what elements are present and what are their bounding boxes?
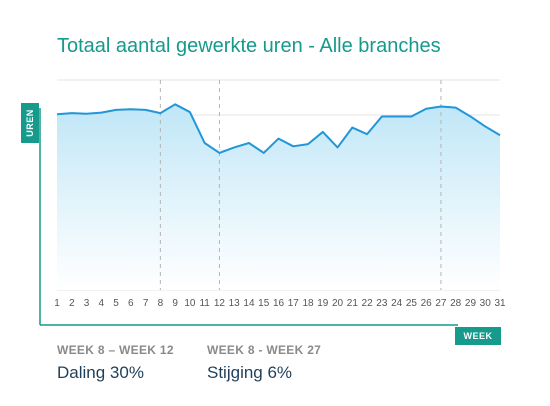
x-tick-label: 18 <box>302 298 314 309</box>
x-tick-label: 17 <box>288 298 300 309</box>
y-axis-label: UREN <box>21 103 39 143</box>
x-tick-label: 13 <box>229 298 241 309</box>
x-tick-label: 22 <box>362 298 374 309</box>
x-tick-label: 4 <box>99 298 105 309</box>
x-tick-label: 26 <box>421 298 433 309</box>
x-tick-label: 12 <box>214 298 226 309</box>
x-tick-label: 29 <box>465 298 477 309</box>
x-tick-label: 16 <box>273 298 285 309</box>
x-tick-label: 7 <box>143 298 149 309</box>
area-fill <box>57 104 500 290</box>
x-tick-label: 9 <box>172 298 178 309</box>
series-line <box>56 103 501 154</box>
x-tick-label: 11 <box>199 298 210 309</box>
x-axis-label: WEEK <box>455 327 501 345</box>
x-tick-label: 3 <box>84 298 90 309</box>
x-tick-label: 20 <box>332 298 344 309</box>
x-tick-label: 30 <box>480 298 492 309</box>
chart-title: Totaal aantal gewerkte uren - Alle branc… <box>57 35 441 57</box>
x-tick-label: 15 <box>258 298 270 309</box>
x-tick-label: 25 <box>406 298 418 309</box>
x-tick-label: 8 <box>158 298 164 309</box>
x-tick-labels: 1 2 3 4 5 6 7 8 9 10 11 12 13 14 15 16 17 18 19 20 21 22 23 24 2… <box>54 298 506 309</box>
annotation-decline-label: WEEK 8 – WEEK 12 <box>57 343 174 357</box>
x-tick-label: 6 <box>128 298 134 309</box>
x-tick-label: 19 <box>317 298 329 309</box>
annotation-increase-label: WEEK 8 - WEEK 27 <box>207 343 322 357</box>
x-axis-label-text: WEEK <box>463 331 493 341</box>
x-tick-label: 5 <box>113 298 119 309</box>
annotation-increase-value: Stijging 6% <box>207 363 293 382</box>
annotation-increase: WEEK 8 - WEEK 27 Stijging 6% <box>207 343 321 383</box>
x-tick-label: 1 <box>54 298 60 309</box>
x-tick-label: 10 <box>184 298 196 309</box>
reference-lines <box>159 80 442 290</box>
x-tick-label: 14 <box>243 298 255 309</box>
annotation-decline: WEEK 8 – WEEK 12 Daling 30% <box>57 343 174 383</box>
x-tick-label: 27 <box>435 298 447 309</box>
y-axis-label-text: UREN <box>25 109 36 137</box>
x-tick-label: 24 <box>391 298 403 309</box>
x-tick-label: 23 <box>376 298 388 309</box>
x-tick-label: 21 <box>347 298 359 309</box>
x-tick-label: 28 <box>450 298 462 309</box>
annotation-decline-value: Daling 30% <box>57 363 144 382</box>
x-tick-label: 31 <box>494 298 506 309</box>
x-tick-label: 2 <box>69 298 75 309</box>
